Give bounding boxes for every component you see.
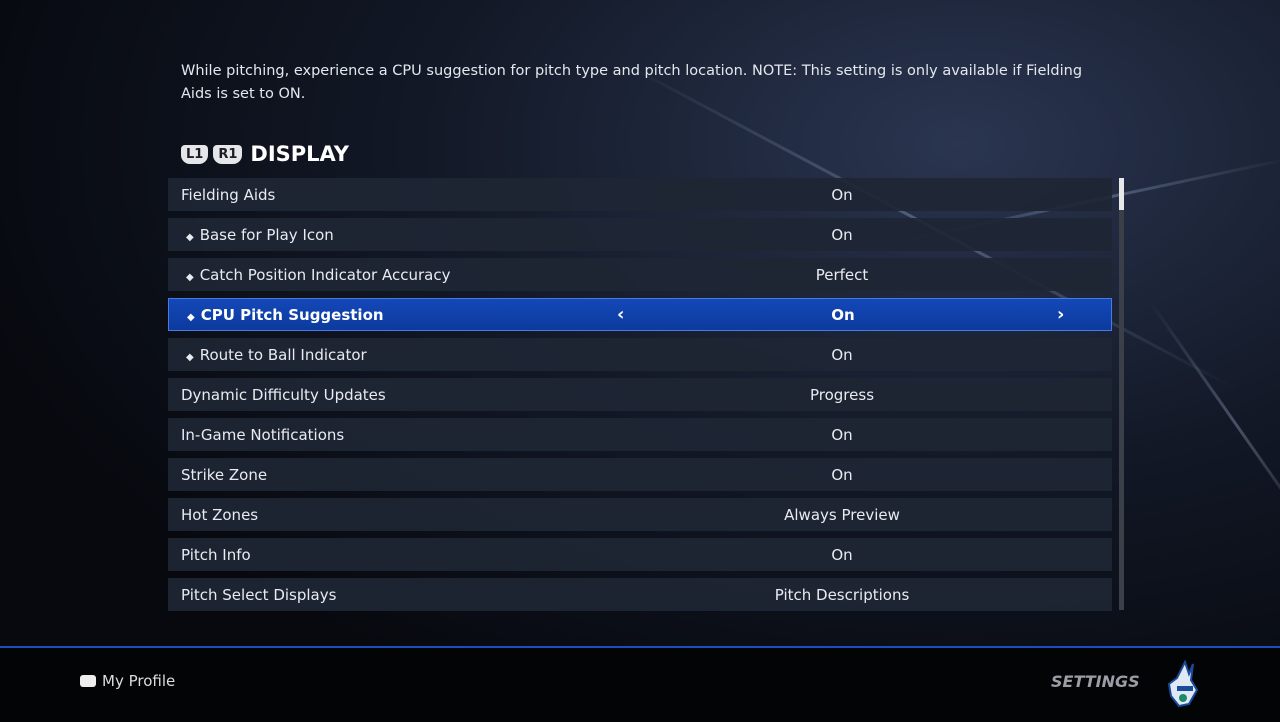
setting-label: ◆ Route to Ball Indicator — [186, 346, 367, 364]
setting-row[interactable]: Pitch Info On — [168, 538, 1112, 571]
setting-value: On — [831, 545, 853, 564]
setting-label-text: CPU Pitch Suggestion — [200, 305, 384, 324]
setting-row[interactable]: Strike Zone On — [168, 458, 1112, 491]
setting-label: In-Game Notifications — [181, 426, 344, 444]
touchpad-icon — [80, 675, 96, 687]
setting-value: Progress — [809, 385, 875, 404]
setting-label-text: Route to Ball Indicator — [199, 345, 367, 364]
setting-value: Perfect — [815, 265, 869, 284]
setting-value: On — [831, 345, 853, 364]
setting-row[interactable]: ◆ Base for Play Icon On — [168, 218, 1112, 251]
setting-label: ◆ Base for Play Icon — [186, 226, 334, 244]
setting-label-text: Hot Zones — [181, 505, 259, 524]
settings-list: Fielding Aids On ◆ Base for Play Icon On ◆ Cat… — [168, 178, 1112, 618]
team-logo-icon — [1167, 660, 1199, 708]
setting-value: On — [831, 185, 853, 204]
setting-row[interactable]: Fielding Aids On — [168, 178, 1112, 211]
setting-label-text: Dynamic Difficulty Updates — [181, 385, 386, 404]
setting-label-text: Pitch Select Displays — [181, 585, 337, 604]
section-title: DISPLAY — [250, 142, 349, 166]
setting-value: On — [831, 425, 853, 444]
setting-label: Pitch Info — [181, 546, 251, 564]
setting-label-text: Pitch Info — [181, 545, 251, 564]
diamond-bullet-icon: ◆ — [186, 351, 194, 363]
setting-row[interactable]: ◆ Catch Position Indicator Accuracy Perfec… — [168, 258, 1112, 291]
setting-value: Always Preview — [784, 505, 900, 524]
setting-label: Fielding Aids — [181, 186, 275, 204]
setting-value: On — [831, 465, 853, 484]
chevron-right-icon[interactable]: › — [1057, 304, 1065, 325]
diamond-bullet-icon: ◆ — [186, 231, 194, 243]
my-profile-button[interactable]: My Profile — [80, 672, 175, 690]
scrollbar-thumb[interactable] — [1119, 178, 1124, 210]
setting-label: Dynamic Difficulty Updates — [181, 386, 386, 404]
diamond-bullet-icon: ◆ — [187, 311, 195, 323]
setting-label-text: Fielding Aids — [181, 185, 276, 204]
setting-value: Pitch Descriptions — [774, 585, 910, 604]
setting-value: On — [831, 305, 855, 324]
setting-label-text: Strike Zone — [181, 465, 268, 484]
setting-label-text: Catch Position Indicator Accuracy — [199, 265, 451, 284]
diamond-bullet-icon: ◆ — [186, 271, 194, 283]
setting-label-text: Base for Play Icon — [199, 225, 334, 244]
l1-button-icon[interactable]: L1 — [181, 144, 209, 164]
setting-row[interactable]: In-Game Notifications On — [168, 418, 1112, 451]
setting-label: ◆ CPU Pitch Suggestion — [187, 306, 384, 324]
setting-row[interactable]: ◆ Route to Ball Indicator On — [168, 338, 1112, 371]
my-profile-label: My Profile — [102, 672, 176, 690]
setting-row[interactable]: Hot Zones Always Preview — [168, 498, 1112, 531]
setting-label: ◆ Catch Position Indicator Accuracy — [186, 266, 450, 284]
r1-button-icon[interactable]: R1 — [213, 144, 243, 164]
setting-description: While pitching, experience a CPU suggest… — [181, 63, 1083, 102]
setting-row[interactable]: Dynamic Difficulty Updates Progress — [168, 378, 1112, 411]
footer: My Profile SETTINGS — [0, 646, 1280, 722]
chevron-left-icon[interactable]: ‹ — [617, 304, 625, 325]
setting-label: Hot Zones — [181, 506, 258, 524]
setting-label-text: In-Game Notifications — [181, 425, 345, 444]
setting-row[interactable]: ◆ CPU Pitch Suggestion On ‹ › — [168, 298, 1112, 331]
section-header: L1 R1 DISPLAY — [181, 142, 349, 166]
setting-label: Pitch Select Displays — [181, 586, 336, 604]
setting-label: Strike Zone — [181, 466, 267, 484]
scrollbar[interactable] — [1119, 178, 1124, 610]
setting-value: On — [831, 225, 853, 244]
screen-title: SETTINGS — [1051, 672, 1140, 691]
setting-row[interactable]: Pitch Select Displays Pitch Descriptions — [168, 578, 1112, 611]
